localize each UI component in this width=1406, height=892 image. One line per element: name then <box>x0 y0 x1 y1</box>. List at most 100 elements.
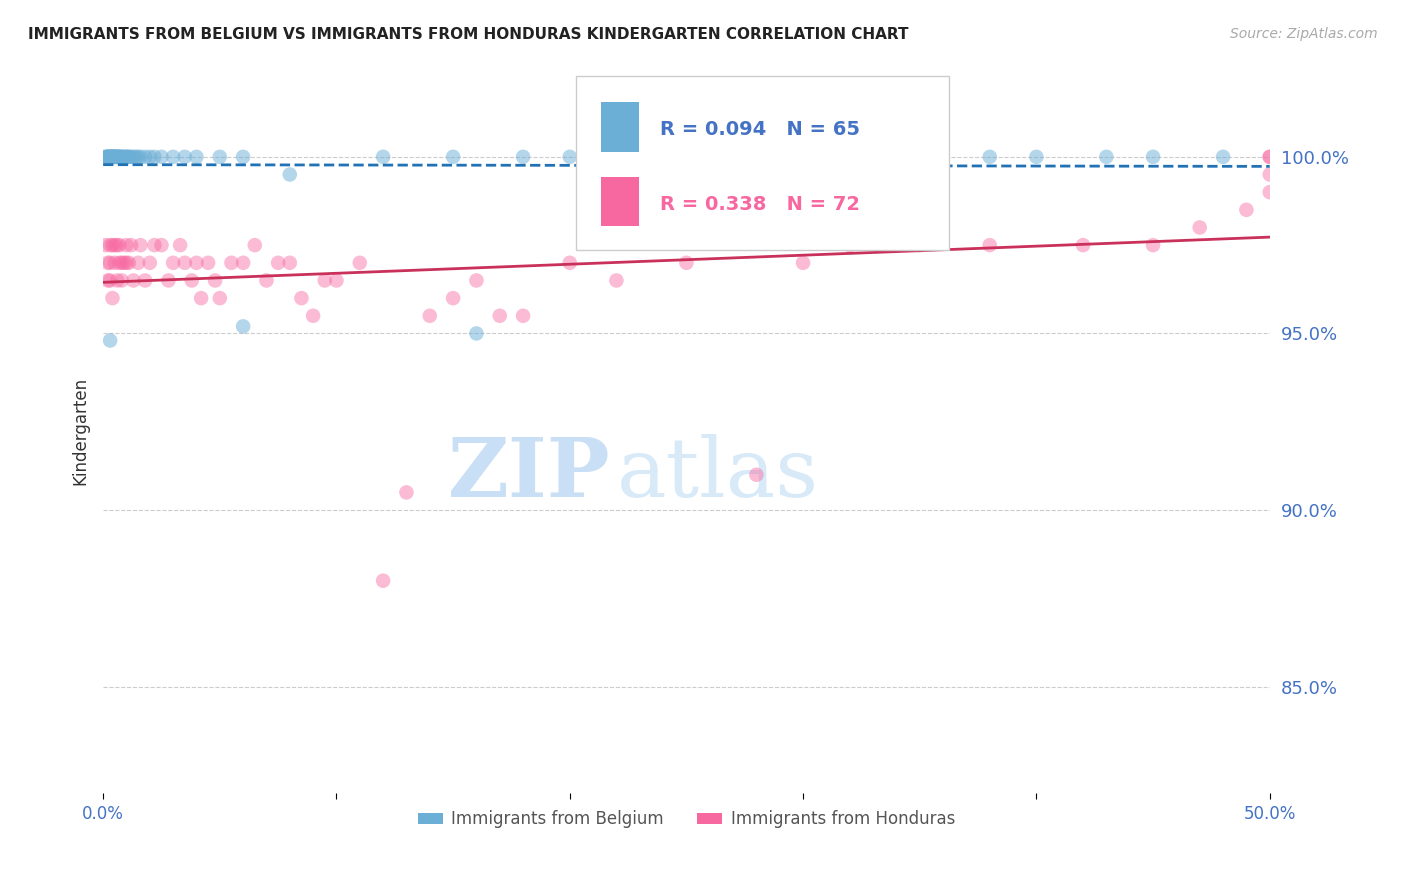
Point <box>908 150 931 164</box>
Text: ZIP: ZIP <box>449 434 610 514</box>
Point <box>371 574 394 588</box>
Point <box>186 256 208 270</box>
Point <box>98 150 121 164</box>
Point <box>104 238 127 252</box>
Point <box>558 150 581 164</box>
Point <box>278 168 301 182</box>
Point <box>98 334 121 348</box>
Point <box>97 150 120 164</box>
Point <box>838 238 860 252</box>
Point <box>256 273 278 287</box>
Point <box>105 273 128 287</box>
Point <box>1071 238 1094 252</box>
Point <box>98 256 121 270</box>
Point <box>675 256 697 270</box>
Point <box>745 467 768 482</box>
Point <box>150 150 173 164</box>
Point <box>979 238 1001 252</box>
Point <box>675 150 697 164</box>
Point <box>792 150 814 164</box>
Y-axis label: Kindergarten: Kindergarten <box>72 376 89 484</box>
Point <box>371 150 394 164</box>
Point <box>1025 150 1047 164</box>
Text: atlas: atlas <box>616 434 818 514</box>
Point <box>105 238 128 252</box>
Point <box>104 150 127 164</box>
Point <box>127 150 149 164</box>
Point <box>118 150 141 164</box>
Point <box>105 150 128 164</box>
Legend: Immigrants from Belgium, Immigrants from Honduras: Immigrants from Belgium, Immigrants from… <box>411 804 962 835</box>
Point <box>441 291 464 305</box>
Point <box>143 238 166 252</box>
Point <box>162 256 184 270</box>
Point <box>186 150 208 164</box>
Point <box>112 150 135 164</box>
Point <box>278 256 301 270</box>
Point <box>101 150 124 164</box>
Point <box>108 150 131 164</box>
Point <box>1188 220 1211 235</box>
Point <box>1234 202 1257 217</box>
Point <box>1142 150 1164 164</box>
Text: R = 0.338   N = 72: R = 0.338 N = 72 <box>659 194 859 213</box>
Point <box>101 150 124 164</box>
Point <box>605 273 627 287</box>
Point <box>139 150 162 164</box>
Point <box>134 150 156 164</box>
Point <box>204 273 226 287</box>
Point <box>105 150 128 164</box>
Point <box>208 150 231 164</box>
Point <box>465 326 488 341</box>
Point <box>108 238 131 252</box>
Point <box>173 150 195 164</box>
Point <box>108 256 131 270</box>
Point <box>792 256 814 270</box>
Point <box>112 256 135 270</box>
Point <box>232 319 254 334</box>
Point <box>104 150 127 164</box>
Point <box>395 485 418 500</box>
Point <box>101 150 124 164</box>
Point <box>112 150 135 164</box>
Point <box>127 256 149 270</box>
Point <box>94 150 117 164</box>
FancyBboxPatch shape <box>575 76 949 250</box>
Point <box>111 256 134 270</box>
Point <box>1258 185 1281 199</box>
Point <box>465 273 488 287</box>
Point <box>512 150 534 164</box>
Point <box>111 150 134 164</box>
Point <box>134 273 156 287</box>
Point <box>143 150 166 164</box>
Point <box>101 150 124 164</box>
Point <box>1258 150 1281 164</box>
Bar <box>602 103 638 152</box>
Point <box>115 150 138 164</box>
Point <box>98 150 121 164</box>
Point <box>232 150 254 164</box>
Point <box>104 150 127 164</box>
Bar <box>602 178 638 227</box>
Point <box>1142 238 1164 252</box>
Point <box>180 273 202 287</box>
Point <box>104 150 127 164</box>
Point <box>302 309 325 323</box>
Point <box>101 291 124 305</box>
Point <box>1212 150 1234 164</box>
Point <box>267 256 290 270</box>
Point <box>111 273 134 287</box>
Point <box>98 150 121 164</box>
Point <box>169 238 191 252</box>
Point <box>139 256 162 270</box>
Point <box>108 150 131 164</box>
Point <box>325 273 347 287</box>
Point <box>221 256 243 270</box>
Point <box>94 150 117 164</box>
Point <box>1095 150 1118 164</box>
Point <box>97 150 120 164</box>
Point <box>98 273 121 287</box>
Point <box>118 256 141 270</box>
Point <box>232 256 254 270</box>
Point <box>512 309 534 323</box>
